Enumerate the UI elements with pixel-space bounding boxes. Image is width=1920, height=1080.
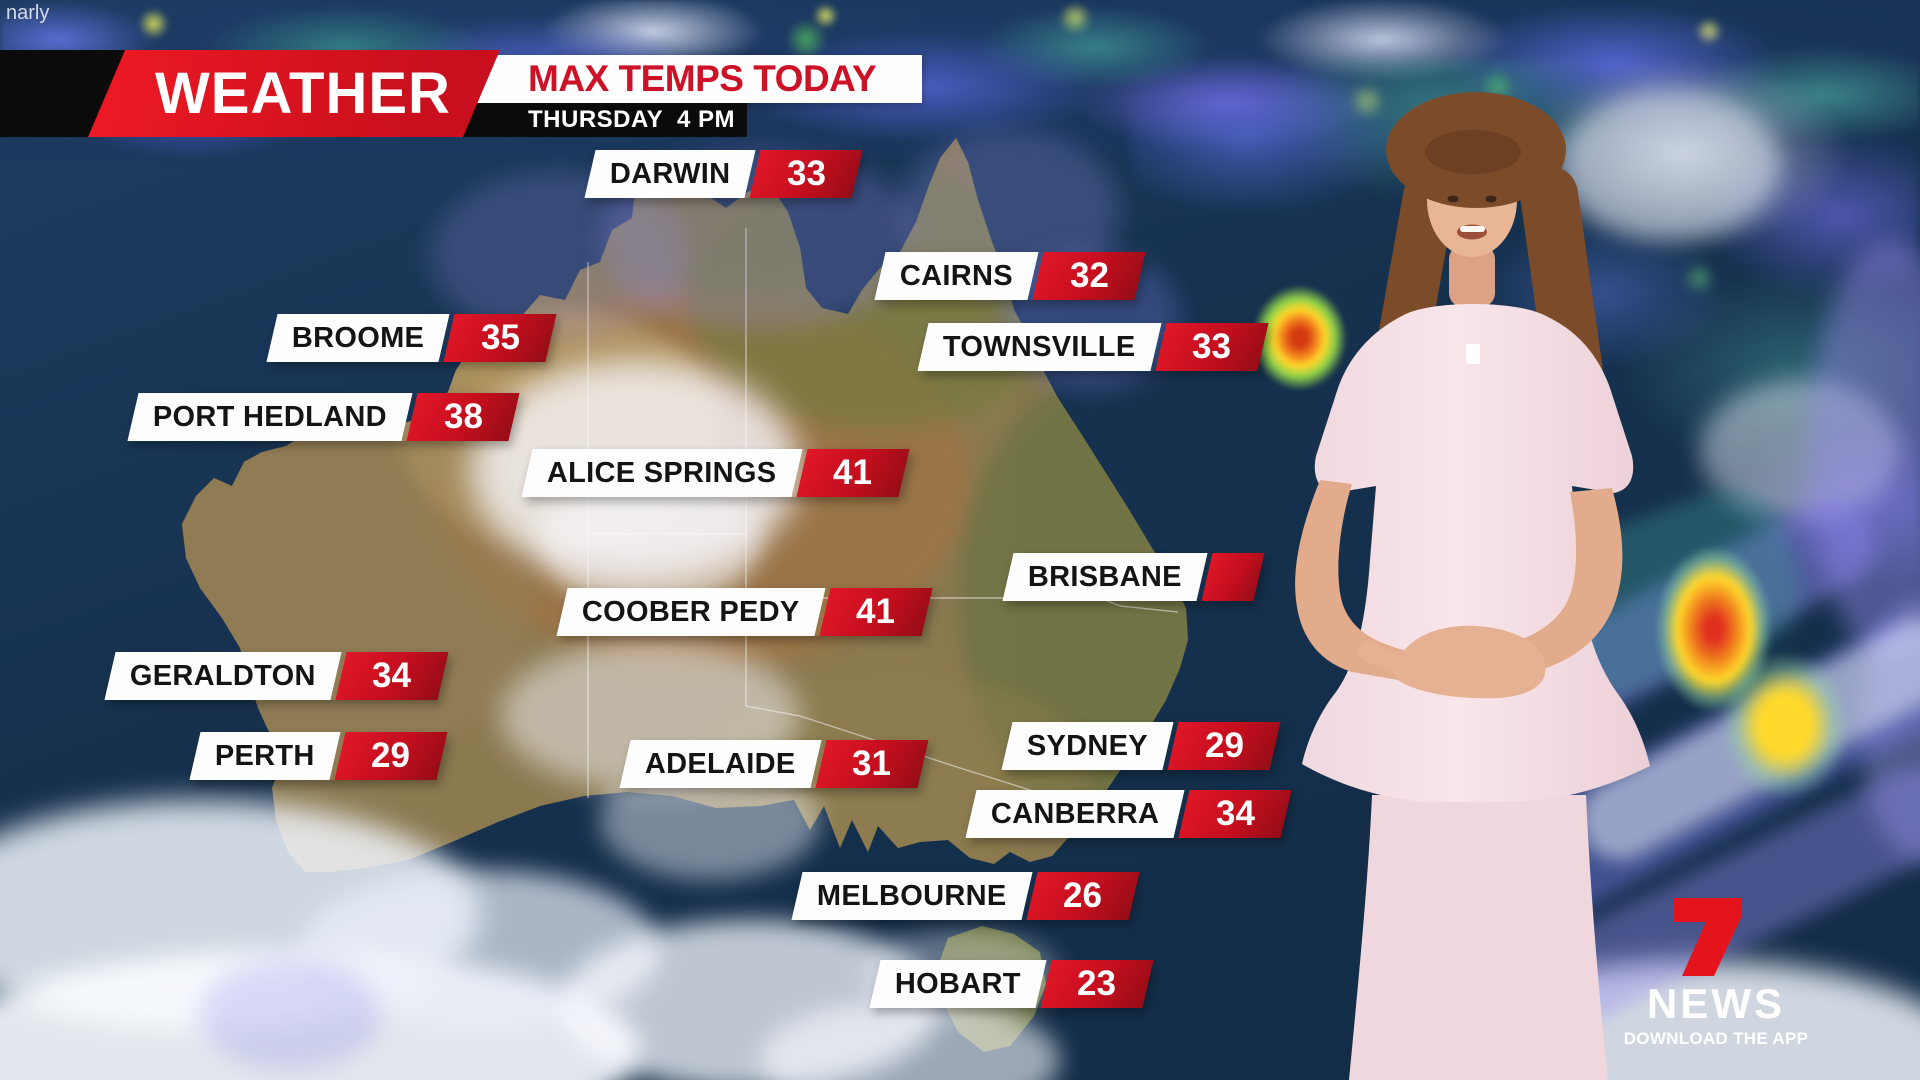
weather-banner: MAX TEMPS TODAY THURSDAY 4 PM WEATHER [0, 50, 960, 137]
presenter-neck [1449, 245, 1495, 307]
banner-daytime: THURSDAY 4 PM [528, 106, 736, 133]
banner-title: WEATHER [155, 61, 451, 126]
storm-cell [1720, 650, 1850, 800]
presenter-teeth [1460, 226, 1485, 232]
network-logo: NEWS DOWNLOAD THE APP [1596, 892, 1836, 1048]
presenter-finger [1358, 640, 1406, 676]
presenter-arm-left [1295, 480, 1404, 680]
presenter-eye [1447, 195, 1459, 203]
presenter-hands [1393, 625, 1546, 699]
cyclone-icon [1252, 285, 1347, 395]
banner-daytime-box: THURSDAY 4 PM [462, 103, 747, 137]
cloud-blob [200, 960, 380, 1070]
banner-subtitle-box: MAX TEMPS TODAY [462, 55, 922, 103]
banner-title-box: WEATHER [88, 50, 500, 137]
network-name: NEWS [1647, 980, 1785, 1027]
seven-logo-icon [1674, 898, 1742, 976]
cloud-blob [1560, 90, 1780, 240]
banner-subtitle: MAX TEMPS TODAY [528, 58, 877, 99]
presenter-eye [1485, 195, 1497, 203]
watermark-text: narly [6, 2, 50, 24]
dress-clip [1466, 344, 1480, 364]
cloud-blob [1700, 380, 1900, 520]
presenter-skirt [1349, 795, 1608, 1080]
presenter-fringe [1425, 130, 1521, 174]
app-tagline: DOWNLOAD THE APP [1623, 1029, 1809, 1048]
presenter-arm-right [1492, 488, 1623, 678]
cloud-blob [430, 170, 690, 340]
